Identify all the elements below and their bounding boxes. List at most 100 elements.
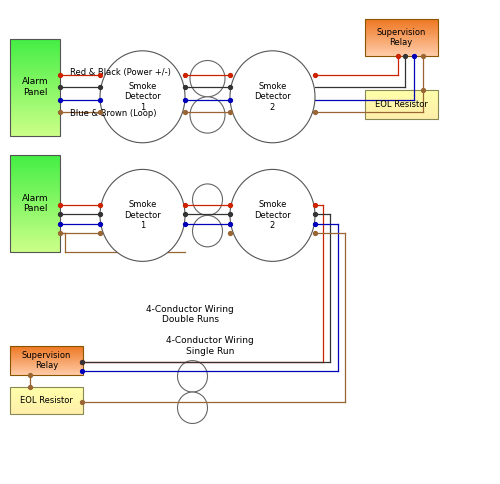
Bar [10, 204, 60, 205]
Bar [10, 58, 60, 59]
Bar [10, 177, 60, 178]
Bar [10, 39, 60, 136]
Bar [10, 226, 60, 227]
Bar [10, 167, 60, 168]
Bar [10, 202, 60, 203]
Bar [10, 92, 60, 93]
Bar [10, 225, 60, 226]
Ellipse shape [178, 361, 208, 392]
Bar [10, 60, 60, 61]
Bar [10, 74, 60, 75]
Bar [10, 109, 60, 110]
Bar [10, 70, 60, 71]
Bar [10, 77, 60, 78]
Bar [10, 231, 60, 232]
Bar [10, 156, 60, 157]
Bar [10, 63, 60, 64]
Bar [10, 163, 60, 164]
Bar [10, 180, 60, 181]
Bar [10, 102, 60, 103]
Bar [10, 98, 60, 99]
Bar [10, 51, 60, 52]
Bar [10, 105, 60, 106]
Bar [10, 54, 60, 55]
Bar [10, 112, 60, 113]
Bar [10, 101, 60, 102]
Bar [10, 207, 60, 208]
Bar [10, 118, 60, 119]
Bar [10, 114, 60, 115]
Ellipse shape [192, 184, 222, 215]
Bar [10, 43, 60, 44]
Bar [10, 249, 60, 250]
Bar [10, 68, 60, 69]
Bar [10, 131, 60, 132]
Bar [10, 96, 60, 97]
Bar [10, 243, 60, 244]
Bar [10, 107, 60, 108]
Bar [10, 134, 60, 135]
Bar [10, 215, 60, 216]
Bar [10, 247, 60, 248]
Bar [10, 205, 60, 206]
Bar [10, 168, 60, 169]
Bar [10, 111, 60, 112]
Bar [10, 248, 60, 249]
Ellipse shape [190, 97, 225, 133]
Bar [10, 86, 60, 87]
Bar [10, 201, 60, 202]
Bar [10, 121, 60, 122]
Bar [10, 220, 60, 221]
Bar [10, 171, 60, 172]
Bar [10, 53, 60, 54]
Bar [10, 117, 60, 118]
Bar [10, 199, 60, 200]
Bar [10, 113, 60, 114]
Bar [10, 64, 60, 65]
Text: Supervision
Relay: Supervision Relay [22, 351, 71, 370]
Bar [10, 122, 60, 123]
Bar [10, 126, 60, 127]
Bar [10, 124, 60, 125]
Bar [10, 160, 60, 161]
Ellipse shape [190, 60, 225, 97]
Bar [10, 190, 60, 191]
Bar [10, 110, 60, 111]
Bar [10, 132, 60, 133]
Bar [10, 166, 60, 167]
Bar [10, 47, 60, 48]
Bar [10, 250, 60, 251]
Bar [10, 230, 60, 231]
Bar [10, 59, 60, 60]
Bar [10, 83, 60, 84]
Text: Supervision
Relay: Supervision Relay [376, 28, 426, 47]
Bar [10, 56, 60, 57]
Bar [10, 103, 60, 104]
Text: 4-Conductor Wiring
Double Runs: 4-Conductor Wiring Double Runs [146, 305, 234, 324]
Bar [10, 183, 60, 184]
Bar [10, 179, 60, 180]
Bar [10, 238, 60, 239]
Bar [10, 242, 60, 243]
Bar [10, 41, 60, 42]
Bar [10, 346, 83, 375]
Bar [10, 40, 60, 41]
Bar [10, 237, 60, 238]
Text: Blue & Brown (Loop): Blue & Brown (Loop) [70, 109, 156, 118]
Bar [10, 174, 60, 175]
Bar [10, 240, 60, 241]
Bar [10, 176, 60, 177]
Bar [10, 235, 60, 236]
Bar [10, 219, 60, 220]
Bar [10, 95, 60, 96]
Bar [10, 71, 60, 72]
Bar [10, 67, 60, 68]
Bar [10, 206, 60, 207]
Text: 4-Conductor Wiring
Single Run: 4-Conductor Wiring Single Run [166, 336, 254, 356]
Bar [10, 127, 60, 128]
Bar [10, 76, 60, 77]
Bar [10, 188, 60, 189]
Bar [10, 216, 60, 217]
Bar [10, 52, 60, 53]
Bar [10, 78, 60, 79]
